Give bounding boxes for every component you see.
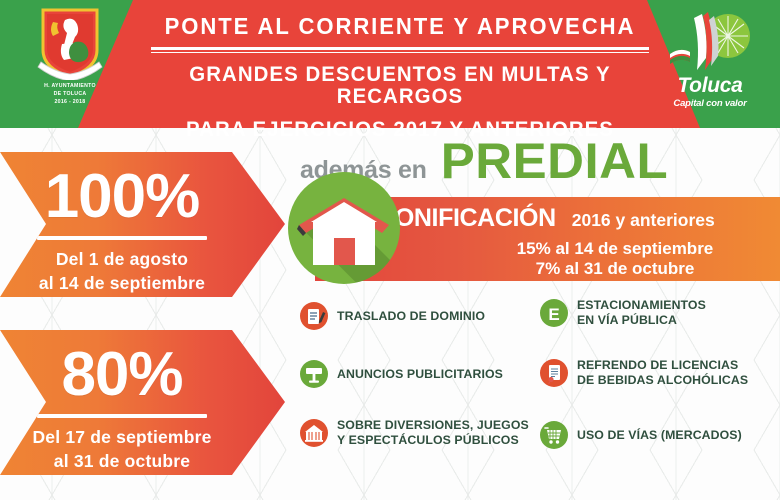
arms-line-3: 2016 - 2018	[54, 98, 86, 105]
concept-refrendo-licencias[interactable]: REFRENDO DE LICENCIAS DE BEBIDAS ALCOHÓL…	[540, 358, 748, 387]
discount-100-content: 100% Del 1 de agosto al 14 de septiembre	[0, 152, 238, 293]
license-document-icon	[540, 358, 568, 387]
concept-label-line-2: DE BEBIDAS ALCOHÓLICAS	[577, 372, 749, 387]
toluca-tagline: Capital con valor	[673, 98, 747, 109]
header-line-1: PONTE AL CORRIENTE Y APROVECHA	[164, 13, 636, 39]
document-pen-icon	[300, 302, 328, 330]
toluca-wordmark: Toluca	[677, 74, 743, 97]
discount-80-percent: 80%	[61, 340, 183, 409]
concept-label-line-1: SOBRE DIVERSIONES, JUEGOS	[337, 418, 529, 432]
bonificacion-rate-line-2: 7% al 31 de octubre	[535, 259, 695, 278]
letter-e-parking-icon: E	[540, 298, 568, 327]
bonificacion-top-row: +BONIFICACIÓN 2016 y anteriores	[363, 206, 773, 231]
concept-label: USO DE VÍAS (MERCADOS)	[577, 427, 742, 442]
concept-label-line-2: Y ESPECTÁCULOS PÚBLICOS	[337, 432, 519, 447]
coat-of-arms-caption: H. AYUNTAMIENTO DE TOLUCA 2016 - 2018	[22, 83, 118, 106]
concept-label: REFRENDO DE LICENCIAS DE BEBIDAS ALCOHÓL…	[577, 358, 748, 387]
concept-anuncios-publicitarios[interactable]: ANUNCIOS PUBLICITARIOS	[300, 360, 503, 388]
shopping-cart-icon	[540, 421, 568, 449]
discount-100-rule	[37, 236, 207, 240]
concept-label-line-1: REFRENDO DE LICENCIAS	[577, 358, 739, 372]
discount-100-percent: 100%	[44, 162, 201, 231]
arms-line-1: H. AYUNTAMIENTO	[44, 83, 96, 89]
discount-80-date-line-1: Del 17 de septiembre	[32, 427, 212, 447]
predial-heading: además en PREDIAL	[300, 133, 668, 189]
discount-80-rule	[37, 414, 207, 418]
bonificacion-rate-line-1: 15% al 14 de septiembre	[516, 239, 714, 258]
billboard-icon	[300, 360, 328, 388]
concept-diversiones-juegos[interactable]: SOBRE DIVERSIONES, JUEGOS Y ESPECTÁCULOS…	[300, 418, 529, 447]
svg-text:E: E	[548, 305, 559, 324]
discount-banner-100: 100% Del 1 de agosto al 14 de septiembre	[0, 152, 285, 297]
concept-label: TRASLADO DE DOMINIO	[337, 308, 486, 323]
concept-traslado-de-dominio[interactable]: TRASLADO DE DOMINIO	[300, 302, 485, 330]
concept-label-line-1: ESTACIONAMIENTOS	[577, 298, 706, 312]
coat-of-arms-icon	[35, 6, 105, 82]
header-divider-rule	[151, 47, 649, 50]
discount-100-date-line-1: Del 1 de agosto	[55, 249, 189, 269]
header-red-shape	[78, 0, 700, 128]
header-text-block: PONTE AL CORRIENTE Y APROVECHA GRANDES D…	[140, 0, 660, 140]
toluca-logo: Toluca Capital con valor	[654, 10, 766, 120]
concept-label-line-2: EN VÍA PÚBLICA	[577, 312, 678, 327]
concept-label: ESTACIONAMIENTOS EN VÍA PÚBLICA	[577, 298, 706, 327]
concept-uso-de-vias[interactable]: USO DE VÍAS (MERCADOS)	[540, 421, 742, 449]
discount-80-content: 80% Del 17 de septiembre al 31 de octubr…	[0, 330, 238, 472]
house-icon	[288, 172, 400, 284]
discount-100-date-line-2: al 14 de septiembre	[38, 273, 206, 294]
discount-80-date-line-2: al 31 de octubre	[53, 451, 191, 472]
header-banner	[0, 0, 780, 128]
concept-estacionamientos[interactable]: E ESTACIONAMIENTOS EN VÍA PÚBLICA	[540, 298, 706, 327]
header-line-2: GRANDES DESCUENTOS EN MULTAS Y RECARGOS	[189, 62, 611, 108]
header-line-3: PARA EJERCICIOS 2017 Y ANTERIORES	[185, 117, 614, 141]
predial-title: PREDIAL	[440, 133, 668, 189]
concept-label: SOBRE DIVERSIONES, JUEGOS Y ESPECTÁCULOS…	[337, 418, 529, 447]
discount-banner-80: 80% Del 17 de septiembre al 31 de octubr…	[0, 330, 285, 475]
concept-label: ANUNCIOS PUBLICITARIOS	[337, 366, 503, 381]
coat-of-arms-logo: H. AYUNTAMIENTO DE TOLUCA 2016 - 2018	[22, 6, 118, 118]
toluca-monument-icon	[658, 10, 762, 74]
bonificacion-years: 2016 y anteriores	[571, 210, 715, 230]
arms-line-2: DE TOLUCA	[53, 90, 87, 97]
carousel-icon	[300, 418, 328, 447]
